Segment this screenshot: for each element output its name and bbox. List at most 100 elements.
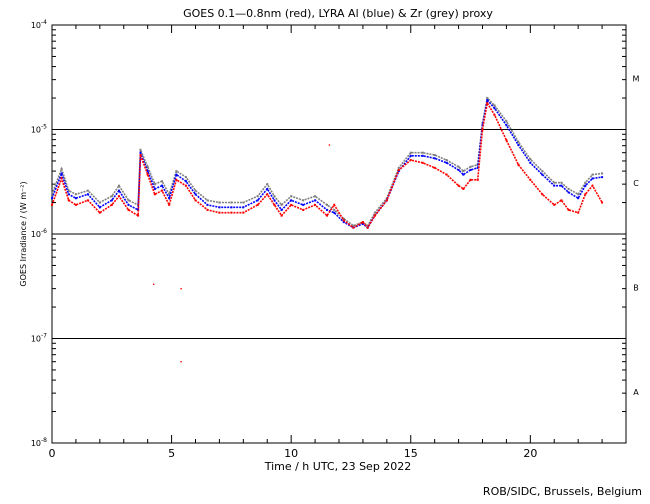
- y-tick-exponent: -8: [41, 437, 47, 444]
- data-point: [409, 151, 412, 154]
- data-point: [567, 191, 570, 194]
- data-point: [505, 124, 508, 127]
- data-point: [86, 199, 89, 202]
- data-point: [168, 193, 171, 196]
- data-point: [529, 158, 532, 161]
- x-tick-label: 5: [168, 447, 175, 460]
- y-tick-base: 10: [31, 21, 41, 30]
- y-tick-label: 10-8: [31, 437, 47, 448]
- data-point: [361, 221, 364, 224]
- data-point: [333, 211, 336, 214]
- y-axis-label: GOES Irradiance / (W m⁻²): [19, 181, 28, 286]
- data-point: [175, 170, 178, 173]
- flare-class-label: C: [633, 179, 639, 188]
- data-point: [280, 203, 283, 206]
- data-point: [421, 151, 424, 154]
- data-point: [117, 195, 120, 198]
- data-point: [493, 113, 496, 116]
- data-point: [476, 166, 479, 169]
- data-point: [67, 189, 70, 192]
- data-point: [139, 148, 142, 151]
- data-point: [51, 193, 53, 196]
- data-point: [421, 154, 424, 157]
- data-point: [266, 187, 269, 190]
- data-point: [230, 211, 233, 214]
- data-point: [462, 187, 465, 190]
- data-point: [469, 165, 472, 168]
- series-group: [51, 96, 604, 363]
- data-point: [553, 181, 556, 184]
- data-point: [74, 193, 77, 196]
- data-point: [567, 208, 570, 211]
- data-point: [302, 199, 305, 202]
- data-point: [273, 199, 276, 202]
- data-point: [127, 203, 130, 206]
- data-point: [409, 154, 412, 157]
- data-point: [577, 193, 580, 196]
- data-point: [127, 199, 130, 202]
- data-point: [342, 221, 345, 224]
- data-point: [314, 195, 317, 198]
- y-tick-exponent: -5: [41, 124, 47, 131]
- data-point: [584, 184, 587, 187]
- data-point: [256, 199, 259, 202]
- data-point: [139, 151, 142, 154]
- data-point: [601, 201, 604, 204]
- data-point: [86, 189, 89, 192]
- data-point: [361, 222, 364, 225]
- data-point: [529, 161, 532, 164]
- data-point: [256, 195, 259, 198]
- data-point: [302, 208, 305, 211]
- data-point: [481, 128, 484, 131]
- data-point: [326, 214, 329, 217]
- series-goes-0-1-0-8nm: [51, 100, 604, 363]
- data-point: [601, 172, 604, 175]
- y-tick-label: 10-4: [31, 19, 47, 30]
- data-point: [493, 104, 496, 107]
- data-point: [175, 178, 178, 181]
- data-point: [333, 203, 336, 206]
- data-point: [110, 199, 113, 202]
- flare-class-label: B: [633, 283, 639, 292]
- data-point: [168, 197, 171, 200]
- data-point: [457, 168, 460, 171]
- data-point: [476, 178, 479, 181]
- data-point: [218, 211, 221, 214]
- data-point: [242, 211, 245, 214]
- flare-class-label: M: [633, 74, 640, 83]
- data-point: [194, 199, 197, 202]
- data-point: [342, 219, 345, 222]
- data-point: [352, 224, 355, 227]
- data-point: [218, 206, 221, 209]
- data-point: [486, 102, 489, 105]
- x-tick-labels: 0 5 10 15 20: [49, 447, 538, 460]
- data-point: [139, 154, 142, 157]
- data-point: [86, 193, 89, 196]
- data-point: [553, 184, 556, 187]
- data-point: [153, 183, 156, 186]
- data-point: [373, 211, 376, 214]
- data-point: [153, 187, 156, 190]
- data-point: [591, 173, 594, 176]
- data-point: [117, 184, 120, 187]
- grid: [52, 129, 626, 339]
- data-point: [457, 184, 460, 187]
- data-point: [74, 197, 77, 200]
- x-tick-label: 15: [404, 447, 418, 460]
- data-point: [290, 199, 293, 202]
- data-point: [230, 206, 233, 209]
- data-point: [505, 120, 508, 123]
- y-tick-label: 10-6: [31, 228, 47, 239]
- x-tick-label: 0: [49, 447, 56, 460]
- data-point: [51, 197, 53, 200]
- data-point: [290, 195, 293, 198]
- data-point: [168, 203, 171, 206]
- data-point: [280, 208, 283, 211]
- data-point: [146, 165, 149, 168]
- data-point: [326, 203, 329, 206]
- data-point: [445, 173, 448, 176]
- data-point: [560, 181, 563, 184]
- data-point: [153, 193, 156, 196]
- data-point: [60, 172, 63, 175]
- data-point: [242, 201, 245, 204]
